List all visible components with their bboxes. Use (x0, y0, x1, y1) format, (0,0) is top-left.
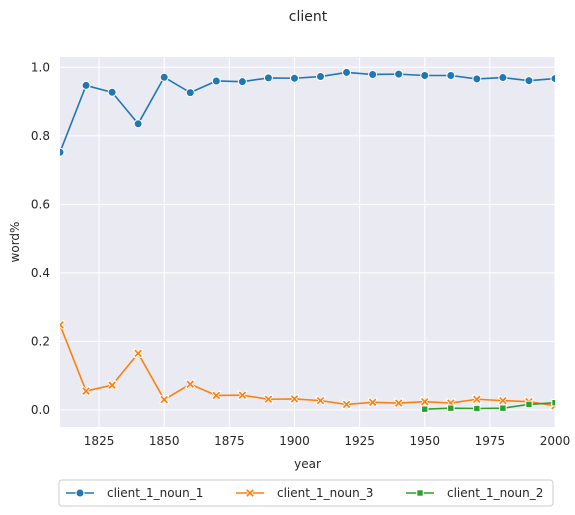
data-point (393, 398, 404, 408)
data-point (159, 394, 170, 405)
x-tick-label: 1925 (344, 434, 375, 448)
data-point (421, 405, 429, 413)
y-tick-label: 0.6 (31, 197, 50, 211)
data-point (342, 67, 352, 77)
y-tick-label: 0.8 (31, 129, 50, 143)
legend: client_1_noun_1 client_1_noun_3 client_1_n… (58, 479, 554, 507)
data-point (315, 395, 326, 406)
data-point (551, 398, 555, 407)
data-point (60, 320, 65, 330)
x-tick-label: 2000 (540, 434, 571, 448)
tick-labels: 1825 1850 1875 1900 1925 1950 1975 2000 0.0 0.2 0.… (31, 60, 570, 448)
data-point (81, 80, 91, 90)
legend-label: client_1_noun_1 (107, 486, 203, 500)
legend-swatch-marker (75, 488, 85, 498)
data-point (107, 87, 117, 97)
series-client_1_noun_1 (60, 67, 555, 157)
legend-label: client_1_noun_2 (447, 486, 543, 500)
data-point (133, 119, 143, 129)
x-tick-label: 1825 (84, 434, 115, 448)
x-tick-label: 1950 (409, 434, 440, 448)
y-axis-label: word% (8, 222, 22, 263)
plot-area (60, 57, 555, 427)
legend-item: client_1_noun_3 (236, 486, 373, 500)
data-point (446, 71, 456, 80)
data-point (81, 386, 91, 396)
data-point (498, 73, 508, 83)
data-point (263, 73, 273, 83)
y-tick-label: 0.4 (31, 266, 50, 280)
data-point (107, 380, 117, 391)
x-tick-label: 1850 (149, 434, 180, 448)
legend-item: client_1_noun_2 (406, 486, 543, 500)
data-point (185, 88, 195, 98)
legend-frame (58, 479, 554, 507)
y-tick-label: 0.2 (31, 334, 50, 348)
data-point (289, 394, 300, 404)
data-point (60, 147, 65, 157)
series-line (424, 401, 555, 410)
data-point (420, 71, 430, 80)
data-point (263, 394, 274, 405)
data-point (237, 77, 247, 87)
gridlines (60, 57, 556, 427)
data-point (472, 74, 482, 84)
data-point (525, 400, 533, 409)
data-point (185, 379, 196, 389)
data-point (237, 390, 248, 400)
data-point (447, 404, 455, 412)
data-point (524, 76, 534, 86)
data-point (499, 404, 507, 412)
data-point (473, 404, 481, 413)
x-tick-label: 1875 (214, 434, 245, 448)
legend-swatch-marker (416, 489, 424, 497)
series-client_1_noun_2 (421, 398, 555, 413)
series-layer (60, 67, 555, 413)
legend-item: client_1_noun_1 (66, 486, 203, 500)
data-point (289, 73, 299, 83)
data-point (368, 69, 378, 79)
data-point (211, 390, 222, 401)
data-point (472, 394, 482, 405)
data-point (211, 76, 221, 86)
x-tick-label: 1975 (475, 434, 506, 448)
data-point (316, 72, 326, 82)
series-line (60, 324, 555, 407)
legend-swatch-marker (245, 488, 255, 498)
data-point (419, 396, 430, 407)
y-tick-label: 0.0 (31, 403, 50, 417)
data-point (498, 395, 508, 406)
chart-title: client (289, 9, 328, 25)
data-point (550, 74, 555, 84)
data-point (159, 72, 169, 82)
x-tick-label: 1900 (279, 434, 310, 448)
data-point (341, 399, 352, 410)
data-point (133, 348, 143, 359)
x-axis-label: year (294, 457, 321, 471)
data-point (367, 397, 378, 408)
y-tick-label: 1.0 (31, 60, 50, 74)
data-point (394, 69, 404, 79)
series-client_1_noun_3 (60, 320, 555, 411)
legend-label: client_1_noun_3 (277, 486, 373, 500)
